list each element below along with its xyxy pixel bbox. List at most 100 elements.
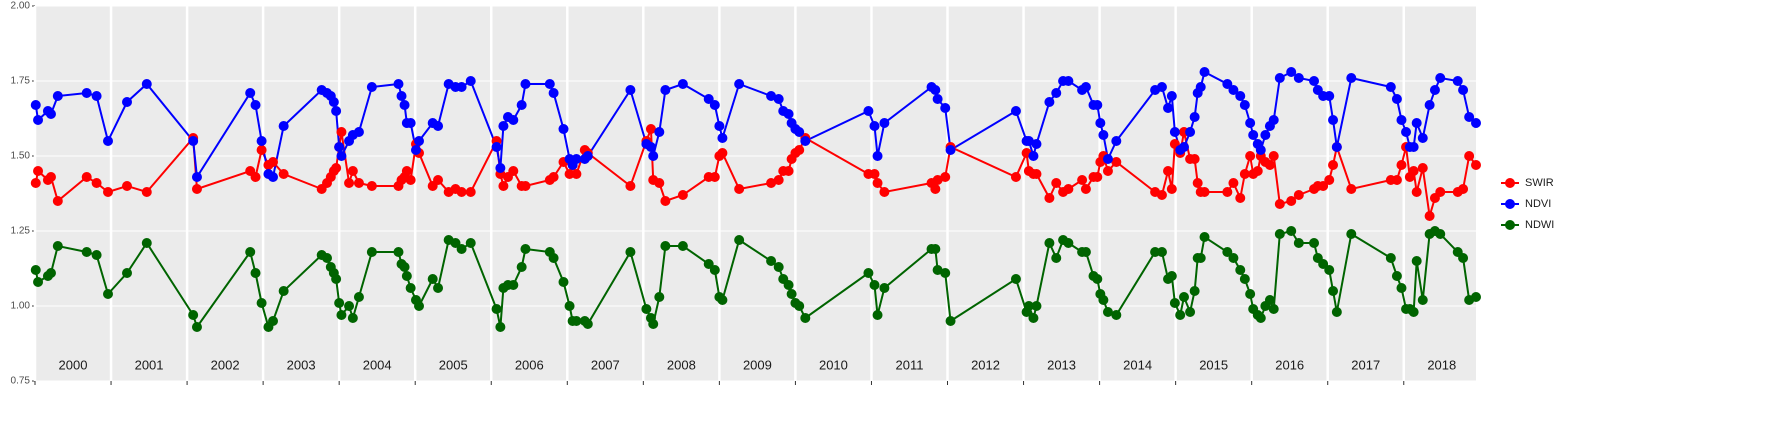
data-point bbox=[401, 271, 412, 281]
year-label: 2007 bbox=[591, 357, 620, 372]
data-point bbox=[278, 286, 289, 296]
year-label: 2004 bbox=[363, 357, 392, 372]
data-point bbox=[1385, 82, 1396, 92]
data-point bbox=[1063, 238, 1074, 248]
data-point bbox=[250, 268, 261, 278]
data-point bbox=[1286, 226, 1297, 236]
data-point bbox=[256, 136, 267, 146]
data-point bbox=[930, 184, 941, 194]
data-point bbox=[863, 268, 874, 278]
data-point bbox=[516, 262, 527, 272]
data-point bbox=[1044, 238, 1055, 248]
data-point bbox=[1435, 229, 1446, 239]
data-point bbox=[1417, 295, 1428, 305]
data-point bbox=[1023, 301, 1034, 311]
data-point bbox=[1166, 184, 1177, 194]
data-point bbox=[1401, 127, 1412, 137]
data-point bbox=[945, 145, 956, 155]
data-point bbox=[33, 166, 44, 176]
data-point bbox=[1318, 259, 1329, 269]
data-point bbox=[498, 181, 509, 191]
data-point bbox=[945, 316, 956, 326]
data-point bbox=[1189, 154, 1200, 164]
data-point bbox=[336, 127, 347, 137]
data-point bbox=[188, 310, 199, 320]
data-point bbox=[1264, 160, 1275, 170]
data-point bbox=[1178, 142, 1189, 152]
data-point bbox=[773, 94, 784, 104]
data-point bbox=[930, 244, 941, 254]
data-point bbox=[1092, 172, 1103, 182]
data-point bbox=[783, 166, 794, 176]
data-point bbox=[648, 151, 659, 161]
data-point bbox=[1235, 91, 1246, 101]
data-point bbox=[465, 76, 476, 86]
data-point bbox=[1324, 91, 1335, 101]
data-point bbox=[268, 172, 279, 182]
data-point bbox=[1028, 313, 1039, 323]
data-point bbox=[1189, 112, 1200, 122]
data-point bbox=[347, 313, 358, 323]
data-point bbox=[1424, 211, 1435, 221]
year-label: 2017 bbox=[1351, 357, 1380, 372]
data-point bbox=[1346, 229, 1357, 239]
data-point bbox=[1169, 127, 1180, 137]
data-point bbox=[1385, 253, 1396, 263]
legend-marker bbox=[1505, 220, 1515, 230]
data-point bbox=[544, 79, 555, 89]
data-point bbox=[1195, 253, 1206, 263]
data-point bbox=[456, 82, 467, 92]
data-point bbox=[1268, 115, 1279, 125]
data-point bbox=[940, 103, 951, 113]
year-label: 2008 bbox=[667, 357, 696, 372]
data-point bbox=[45, 109, 56, 119]
data-point bbox=[336, 310, 347, 320]
data-point bbox=[1239, 100, 1250, 110]
data-point bbox=[508, 115, 519, 125]
data-point bbox=[1102, 166, 1113, 176]
data-point bbox=[783, 280, 794, 290]
data-point bbox=[399, 100, 410, 110]
data-point bbox=[1156, 82, 1167, 92]
data-point bbox=[773, 262, 784, 272]
data-point bbox=[122, 268, 133, 278]
data-point bbox=[1293, 238, 1304, 248]
data-point bbox=[872, 310, 883, 320]
data-point bbox=[1424, 100, 1435, 110]
data-point bbox=[141, 238, 152, 248]
data-point bbox=[516, 100, 527, 110]
data-point bbox=[1411, 256, 1422, 266]
data-point bbox=[709, 172, 720, 182]
data-point bbox=[645, 124, 656, 134]
data-point bbox=[654, 178, 665, 188]
data-point bbox=[1293, 190, 1304, 200]
data-point bbox=[1195, 82, 1206, 92]
data-point bbox=[800, 313, 811, 323]
data-point bbox=[1051, 253, 1062, 263]
data-point bbox=[52, 91, 63, 101]
data-point bbox=[81, 247, 92, 257]
data-point bbox=[498, 121, 509, 131]
year-label: 2001 bbox=[135, 357, 164, 372]
data-point bbox=[1324, 175, 1335, 185]
data-point bbox=[714, 121, 725, 131]
data-point bbox=[1235, 265, 1246, 275]
year-label: 2014 bbox=[1123, 357, 1152, 372]
data-point bbox=[1222, 247, 1233, 257]
data-point bbox=[582, 151, 593, 161]
data-point bbox=[250, 100, 261, 110]
data-point bbox=[103, 187, 114, 197]
data-point bbox=[1411, 118, 1422, 128]
data-point bbox=[1063, 76, 1074, 86]
data-point bbox=[1031, 139, 1042, 149]
data-point bbox=[1268, 304, 1279, 314]
data-point bbox=[353, 178, 364, 188]
data-point bbox=[52, 196, 63, 206]
data-point bbox=[932, 175, 943, 185]
data-point bbox=[1189, 286, 1200, 296]
data-point bbox=[1255, 313, 1266, 323]
year-label: 2010 bbox=[819, 357, 848, 372]
data-point bbox=[1031, 301, 1042, 311]
data-point bbox=[405, 118, 416, 128]
data-point bbox=[1163, 166, 1174, 176]
